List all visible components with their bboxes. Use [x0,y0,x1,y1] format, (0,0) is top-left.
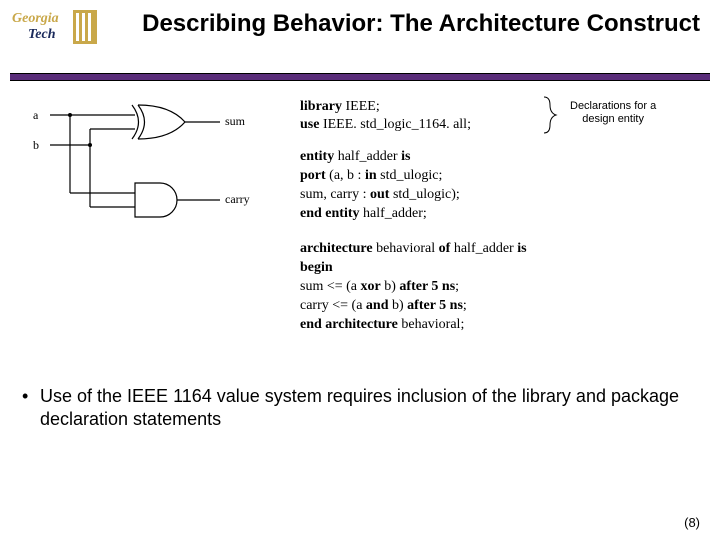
label-carry: carry [225,192,250,206]
label-a: a [33,108,39,122]
label-sum: sum [225,114,246,128]
code-library: library IEEE; use IEEE. std_logic_1164. … [300,98,471,134]
label-b: b [33,138,39,152]
code-architecture: architecture behavioral of half_adder is… [300,240,527,334]
gt-logo: Georgia Tech [10,8,100,46]
code-entity: entity half_adder is port (a, b : in std… [300,148,460,224]
circuit-diagram: a b sum carry [20,95,270,255]
title-rule [10,73,710,81]
page-title: Describing Behavior: The Architecture Co… [140,10,700,38]
declarations-note: Declarations for a design entity [570,100,656,126]
bullet-dot-icon: • [22,385,28,408]
brace-icon [540,95,560,135]
svg-text:Georgia: Georgia [12,11,59,26]
bullet-note: • Use of the IEEE 1164 value system requ… [40,385,690,432]
page-number: (8) [684,515,700,530]
svg-text:Tech: Tech [28,27,56,42]
